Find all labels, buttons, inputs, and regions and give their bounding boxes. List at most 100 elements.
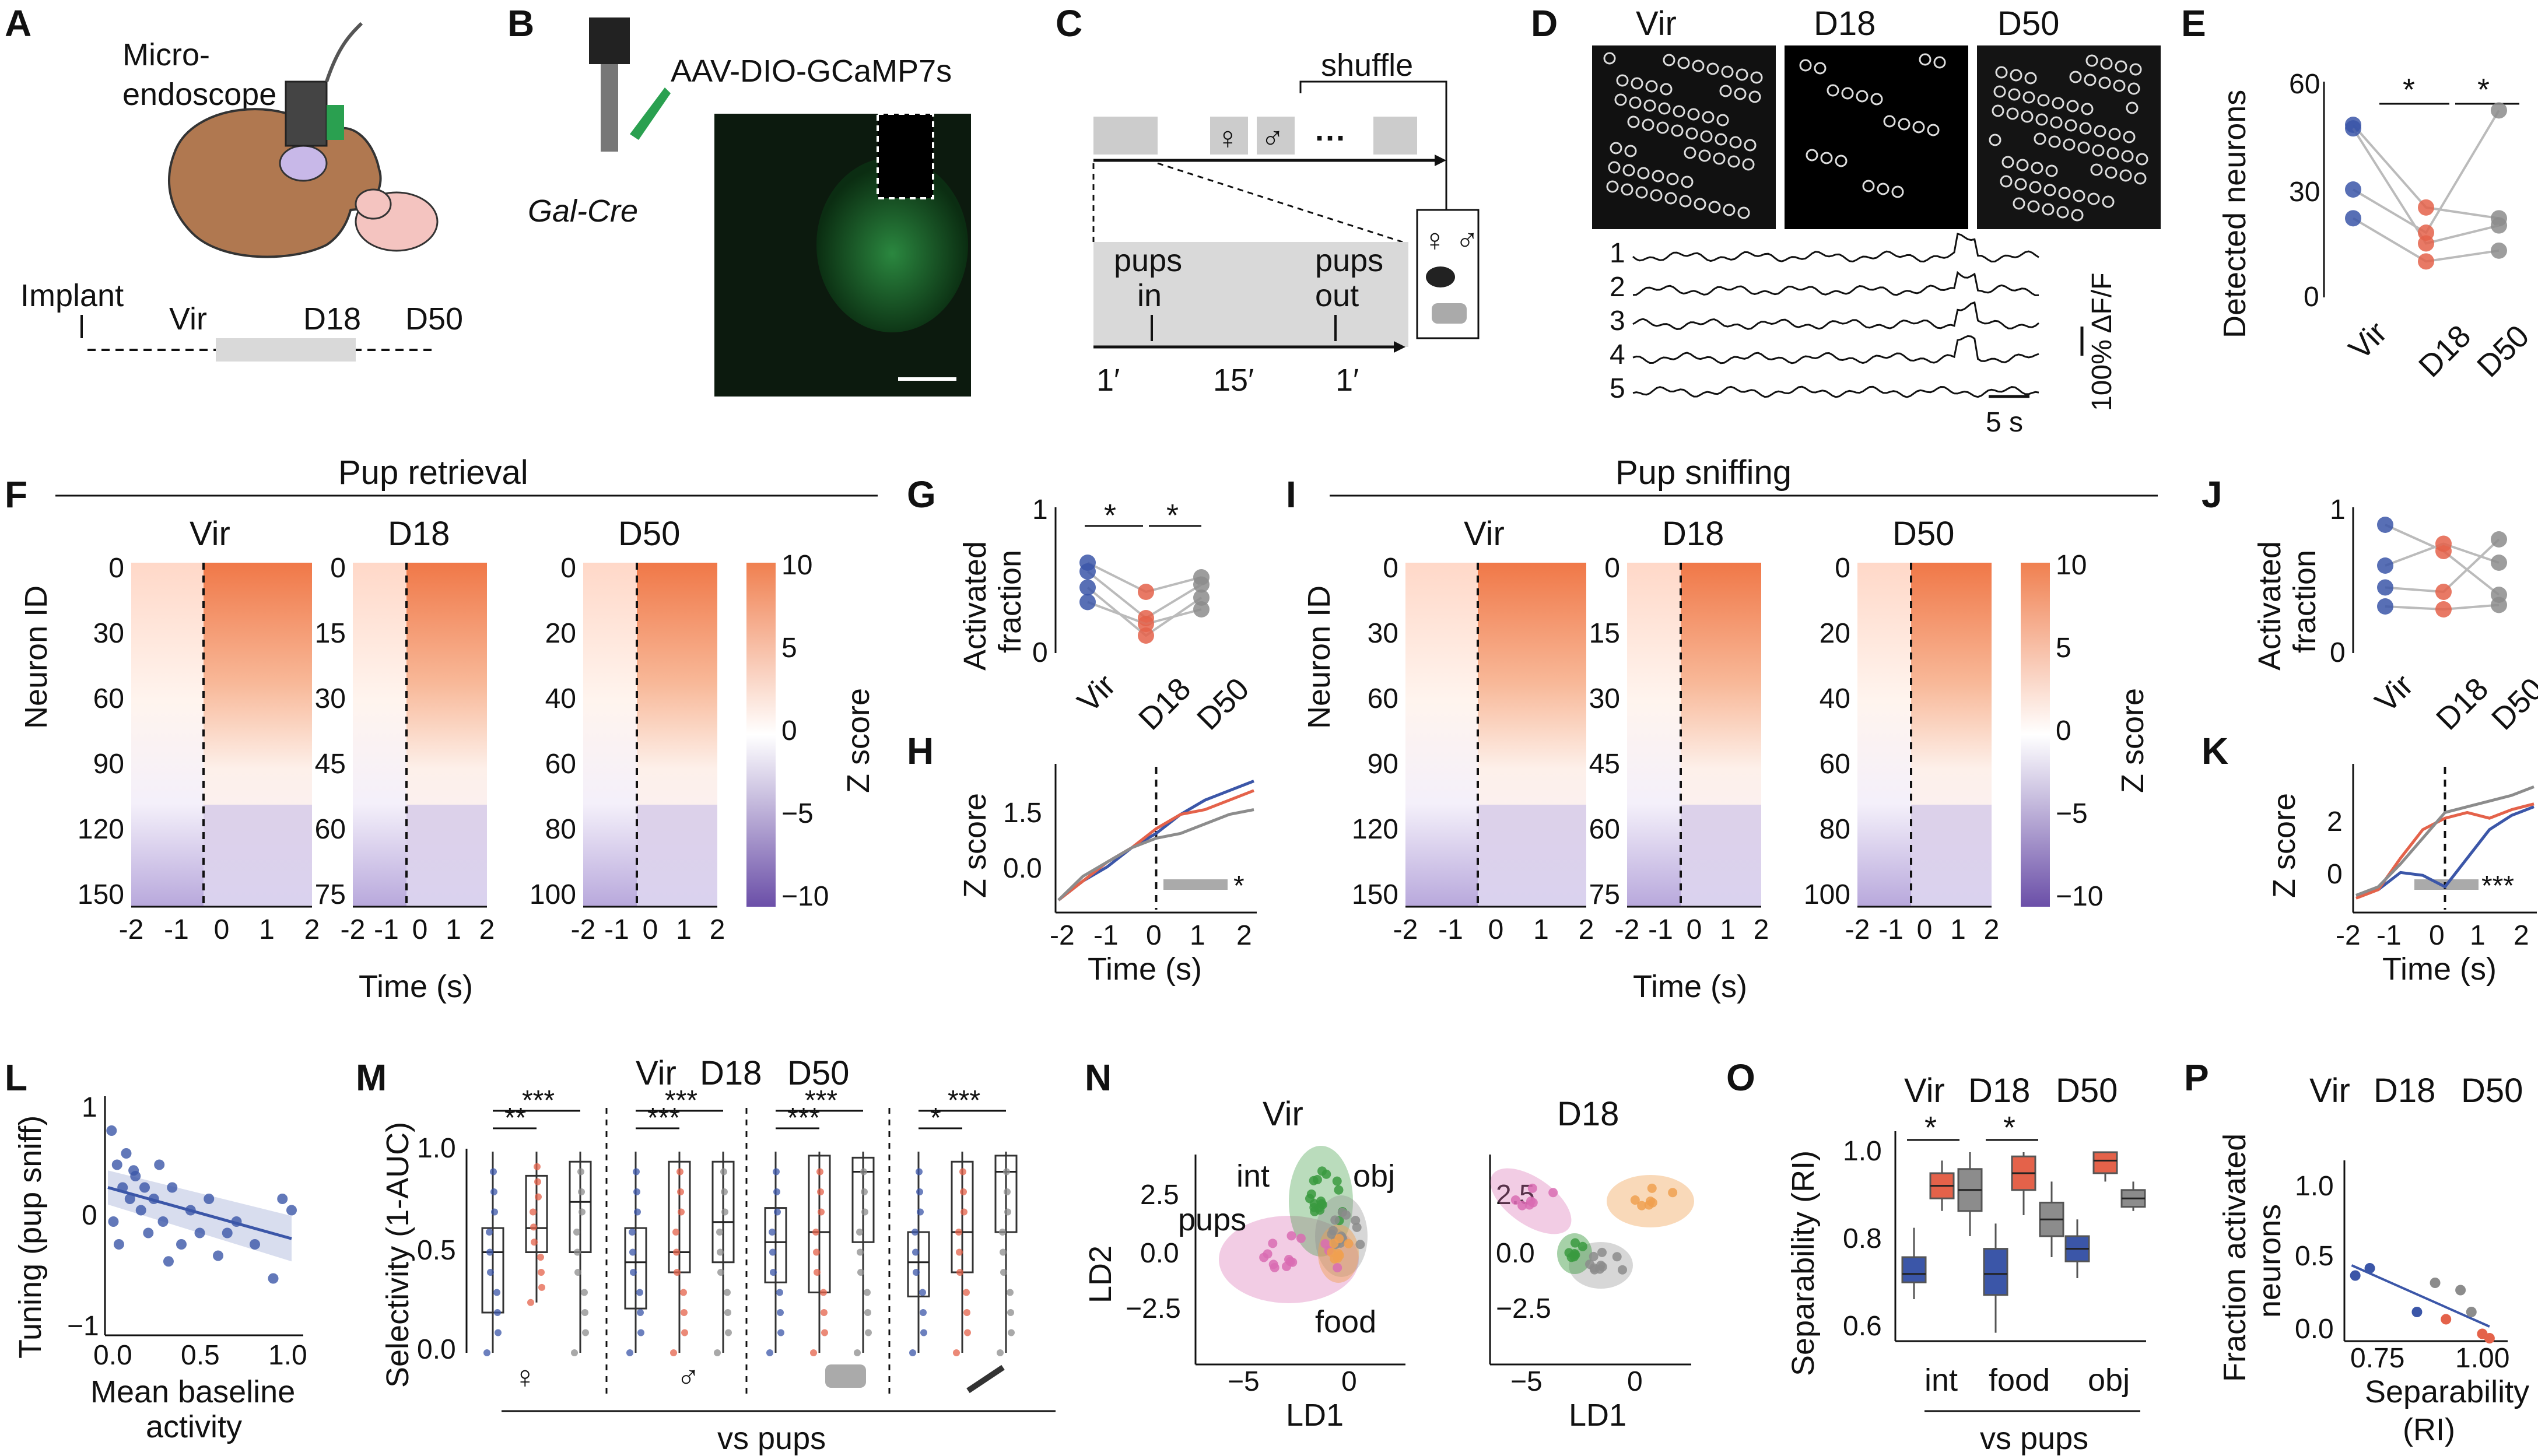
- panelI-heat-ytick-2-3: 60: [1820, 749, 1850, 780]
- m-dot-2-1-2: [717, 1269, 724, 1276]
- n-label-int: int: [1236, 1159, 1270, 1194]
- panelI-heat-xtick-2-2: 0: [1917, 914, 1933, 945]
- fov-cell-0-49: [1698, 149, 1711, 162]
- fov-cell-0-25: [1679, 195, 1692, 208]
- n-label-food: food: [1315, 1304, 1376, 1339]
- m-dot-2-3-2: [1000, 1269, 1007, 1276]
- fov-cell-2-24: [2043, 184, 2056, 197]
- m-dot-1-1-4: [677, 1188, 684, 1195]
- fov-cell-1-11: [1841, 87, 1854, 100]
- m-dot-0-2-0: [766, 1349, 773, 1356]
- k-xtick-m2: -2: [2336, 920, 2361, 951]
- fov-cell-1-16: [1827, 84, 1839, 97]
- panelF-heat-neg-0: [204, 805, 312, 907]
- fov-cell-2-55: [2013, 197, 2025, 210]
- panel-letter-b: B: [507, 2, 534, 44]
- fov-cell-2-30: [2085, 54, 2098, 67]
- n-point-0-8: [1333, 1263, 1342, 1273]
- fov-cell-0-6: [1645, 80, 1658, 93]
- m-dot-2-3-0: [997, 1349, 1004, 1356]
- m-dot-1-0-0: [527, 1299, 534, 1306]
- fov-cell-0-28: [1700, 130, 1713, 143]
- fov-cell-0-31: [1721, 65, 1734, 78]
- m-dot-0-1-8: [629, 1229, 636, 1236]
- panel-d: Vir D18 D50 1 2 3 4 5 100% ΔF/F 5 s: [1592, 5, 2161, 438]
- fov-cell-2-33: [2106, 147, 2119, 160]
- k-lines: [2355, 767, 2535, 910]
- m-dot-0-1-4: [633, 1188, 640, 1195]
- fov-cell-2-51: [2084, 73, 2097, 86]
- panelF-heat-ytick-1-0: 0: [330, 553, 346, 584]
- j-ytick-0: 0: [2330, 637, 2346, 668]
- fov-cell-2-52: [1992, 104, 2004, 117]
- fov-cell-0-22: [1658, 102, 1671, 115]
- fov-cell-0-34: [1742, 158, 1755, 171]
- panelI-heat-xtick-1-2: 0: [1687, 914, 1702, 945]
- dff-trace-2: [1632, 271, 2039, 297]
- l-point-7: [139, 1182, 150, 1193]
- fov-cell-0-54: [1684, 146, 1696, 159]
- n-point-2-8: [1355, 1240, 1365, 1250]
- m-dot-2-0-6: [581, 1309, 588, 1316]
- panel-m: Vir D18 D50 Selectivity (1-AUC) 1.0 0.5 …: [380, 1054, 1056, 1456]
- n-label-obj: obj: [1353, 1159, 1395, 1194]
- panelI-heat-xtick-0-0: -2: [1393, 914, 1418, 945]
- fov-d18: [1785, 45, 1968, 229]
- n-point-2-5: [1351, 1215, 1361, 1225]
- panelI-heat-ytick-1-5: 75: [1589, 879, 1620, 910]
- shuffle-bracket: [1299, 80, 1447, 210]
- n-point-7-6: [1569, 1252, 1579, 1262]
- l-point-12: [176, 1239, 187, 1250]
- fov-cell-2-13: [2016, 159, 2029, 171]
- n-point-4-6: [1524, 1200, 1534, 1210]
- m-dot-0-1-2: [630, 1269, 637, 1276]
- m-legend-d50: D50: [787, 1054, 849, 1092]
- panelF-heat-xtick-2-2: 0: [643, 914, 658, 945]
- k-xtick-m1: -1: [2376, 920, 2402, 951]
- panel-k: Z score 2 0 -2 -1 0 1 2 Time (s) ***: [2267, 764, 2537, 987]
- m-dot-1-3-9: [963, 1289, 970, 1296]
- g-point-2-0: [1079, 579, 1096, 596]
- l-point-11: [167, 1182, 178, 1193]
- m-dot-1-1-2: [674, 1269, 681, 1276]
- n-ytick-25: 2.5: [1140, 1180, 1179, 1211]
- trace-label-4: 4: [1610, 339, 1625, 370]
- session-arrow: [1435, 155, 1446, 166]
- panelF-heat-ytick-2-3: 60: [545, 749, 576, 780]
- panelF-heat-ytick-2-0: 0: [560, 553, 576, 584]
- m-box-2-2: [851, 1156, 875, 1243]
- m-dot-2-3-1: [1004, 1208, 1011, 1216]
- panelI-heat-title-1: D18: [1662, 515, 1724, 553]
- n-point-3-5: [1344, 1239, 1354, 1248]
- panelI-heat-neg-0: [1478, 805, 1586, 907]
- panel-letter-o: O: [1726, 1057, 1755, 1099]
- panel-e: Detected neurons 60 30 0 Vir D18 D50 * *: [2217, 69, 2536, 384]
- n-point-1-5: [1332, 1176, 1342, 1186]
- fov-cell-2-54: [2105, 166, 2118, 179]
- o-ytick-1: 1.0: [1843, 1136, 1882, 1167]
- p-legend-d18: D18: [2374, 1072, 2435, 1110]
- k-ytick-2: 2: [2327, 806, 2343, 837]
- l-point-20: [277, 1194, 288, 1204]
- n-ytick-0: 0.0: [1140, 1238, 1179, 1269]
- m-dot-2-2-0: [854, 1349, 861, 1356]
- panelF-heat-xtick-1-4: 2: [479, 914, 495, 945]
- m-dot-2-0-3: [582, 1329, 589, 1336]
- m-dot-2-0-4: [578, 1188, 585, 1195]
- panel-c: shuffle ♀ ♂ ··· pups in pups out 1′ 15′ …: [1092, 48, 1480, 398]
- fov-cell-2-27: [2064, 119, 2077, 132]
- panelF-heat-ytick-0-1: 30: [93, 618, 124, 649]
- f-title: Pup retrieval: [338, 454, 528, 492]
- m-dot-1-3-4: [960, 1188, 967, 1195]
- fov-cell-2-6: [2066, 100, 2079, 113]
- m-legend-d18: D18: [700, 1054, 762, 1092]
- m-dot-2-0-1: [579, 1208, 586, 1216]
- m-sig-label-6: *: [930, 1103, 941, 1134]
- o-xtick-int: int: [1924, 1363, 1958, 1398]
- n-point-5-4: [1630, 1195, 1640, 1205]
- m-dot-0-2-2: [770, 1269, 777, 1276]
- panelI-heat-xtick-1-3: 1: [1720, 914, 1736, 945]
- j-point-1-2: [2491, 555, 2507, 571]
- m-dot-0-0-0: [483, 1349, 490, 1356]
- panelI-heat-ytick-1-3: 45: [1589, 749, 1620, 780]
